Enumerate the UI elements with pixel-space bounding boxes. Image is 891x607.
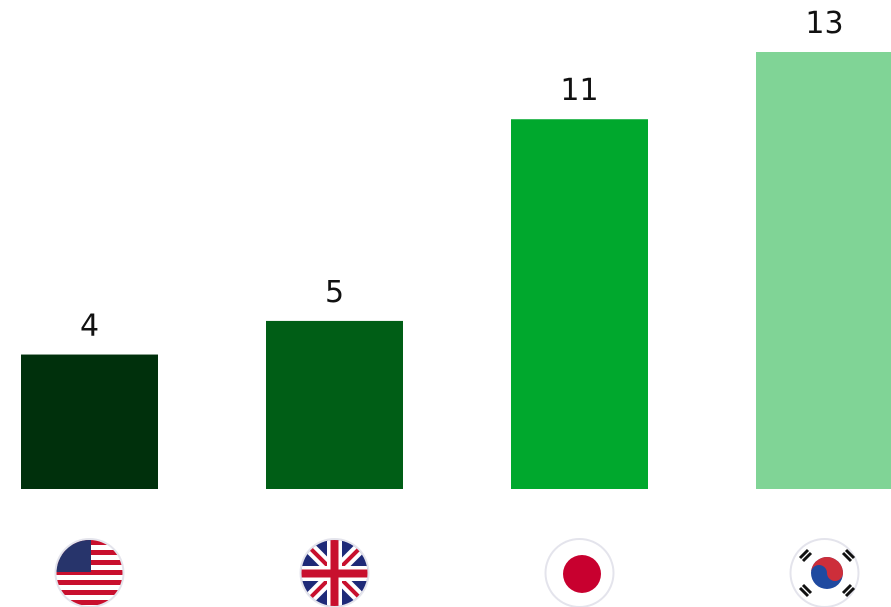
value-label: 4 (80, 309, 99, 344)
bar (511, 119, 648, 489)
bar (756, 52, 891, 489)
flag-korea (789, 538, 860, 607)
bar (21, 354, 158, 489)
flag-japan (544, 538, 615, 607)
value-label: 11 (560, 73, 598, 108)
value-label: 13 (805, 6, 843, 41)
flag-uk (299, 538, 370, 607)
bar (266, 320, 403, 489)
flag-us (54, 538, 125, 607)
value-label: 5 (325, 275, 344, 310)
